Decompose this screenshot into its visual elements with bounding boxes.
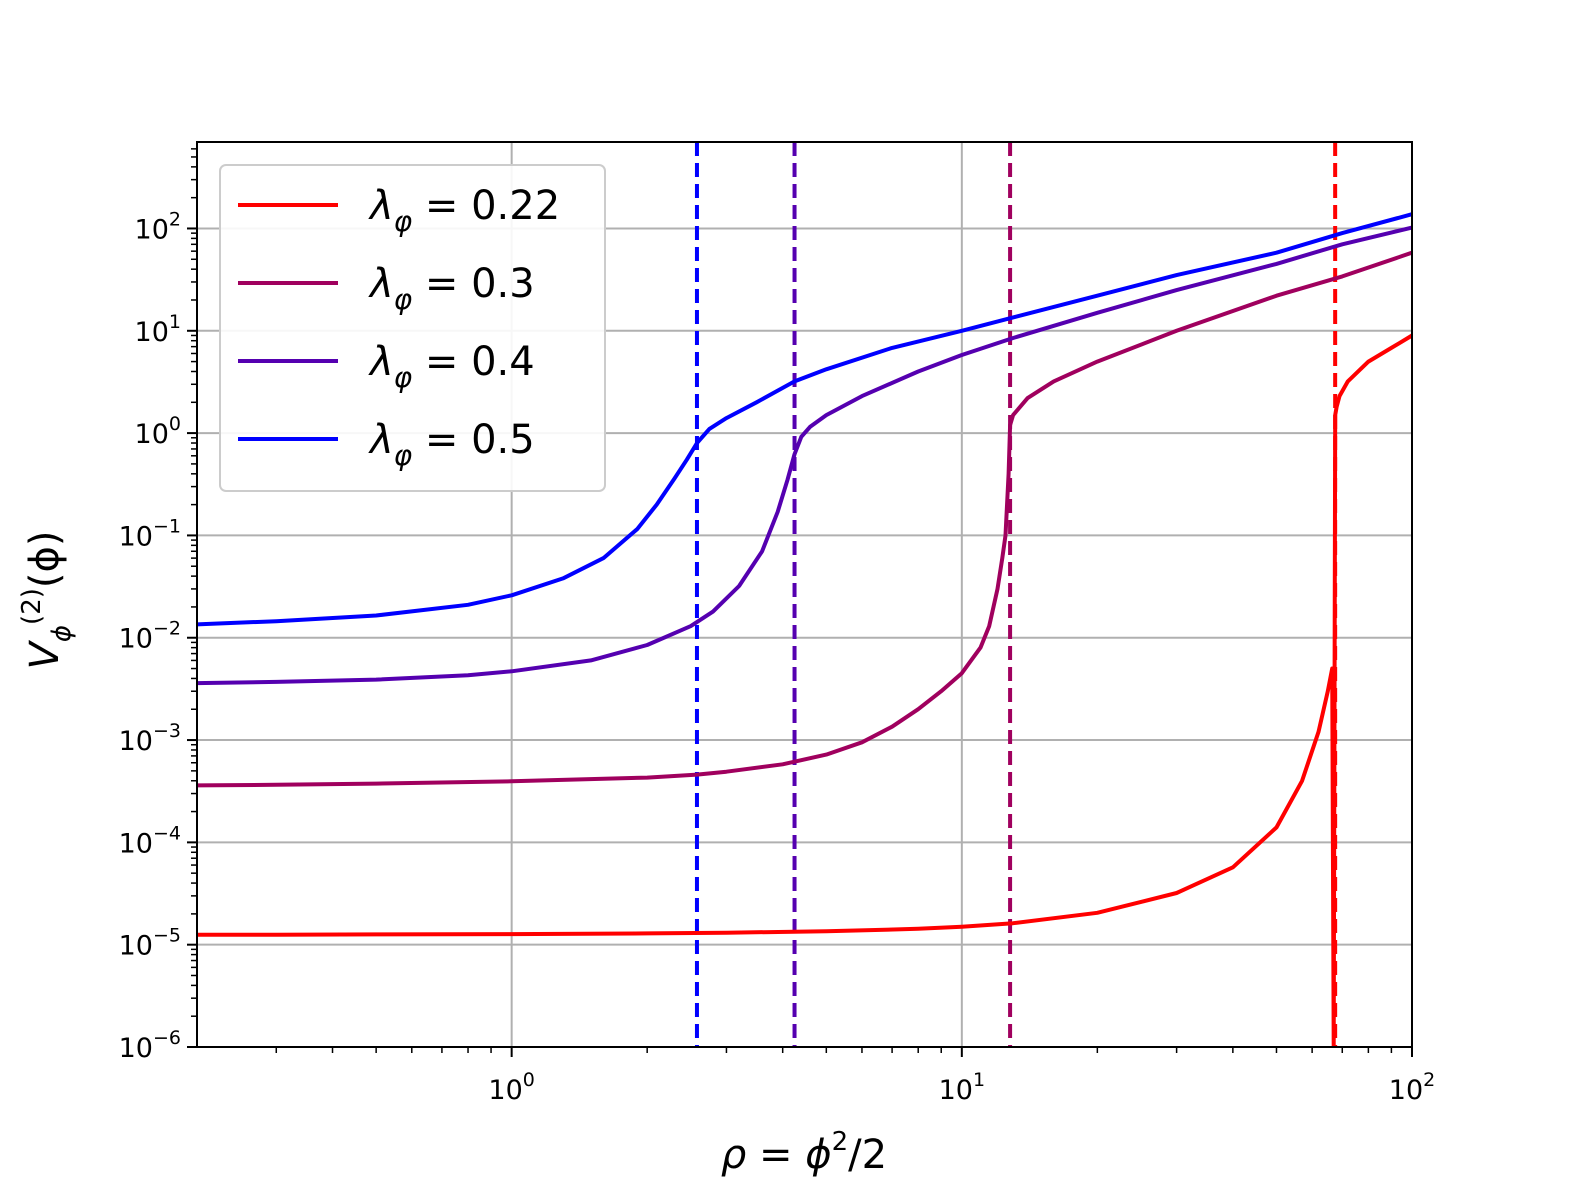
- x-tick-label: 101: [939, 1069, 985, 1106]
- legend-label-0: λφ = 0.22: [368, 183, 560, 238]
- y-tick-label: 10−6: [119, 1027, 181, 1064]
- x-tick-label: 100: [488, 1069, 534, 1106]
- series-lines: [197, 212, 1412, 1047]
- x-tick-label: 102: [1389, 1069, 1435, 1106]
- y-tick-label: 10−2: [119, 618, 181, 655]
- legend: λφ = 0.22 λφ = 0.3 λφ = 0.4 λφ = 0.5: [219, 164, 606, 492]
- series-line-1: [197, 250, 1412, 788]
- y-tick-label: 10−4: [119, 822, 181, 859]
- plot-frame: [196, 141, 1413, 1048]
- legend-label-2: λφ = 0.4: [368, 339, 535, 394]
- major-ticks: [187, 227, 1413, 1057]
- series-line-3: [197, 212, 1412, 627]
- y-tick-label: 10−1: [119, 515, 181, 552]
- series-line-2: [197, 225, 1412, 686]
- y-tick-label: 101: [135, 311, 181, 348]
- legend-label-1: λφ = 0.3: [368, 261, 535, 316]
- legend-box: [219, 164, 606, 492]
- y-tick-label: 100: [135, 413, 181, 450]
- x-axis-title: ρ = ϕ2/2: [721, 1127, 887, 1178]
- y-tick-label: 102: [135, 208, 181, 245]
- x-tick-labels: 100 101 102: [488, 1069, 1435, 1106]
- threshold-lines: [694, 142, 1338, 1047]
- y-axis-title: Vϕ(2)(ϕ): [17, 531, 77, 670]
- legend-label-3: λφ = 0.5: [368, 417, 535, 472]
- y-tick-label: 10−3: [119, 720, 181, 757]
- y-tick-labels: 10−6 10−5 10−4 10−3 10−2 10−1 100 101 102: [119, 208, 181, 1064]
- series-line-0: [197, 333, 1412, 1047]
- y-tick-label: 10−5: [119, 925, 181, 962]
